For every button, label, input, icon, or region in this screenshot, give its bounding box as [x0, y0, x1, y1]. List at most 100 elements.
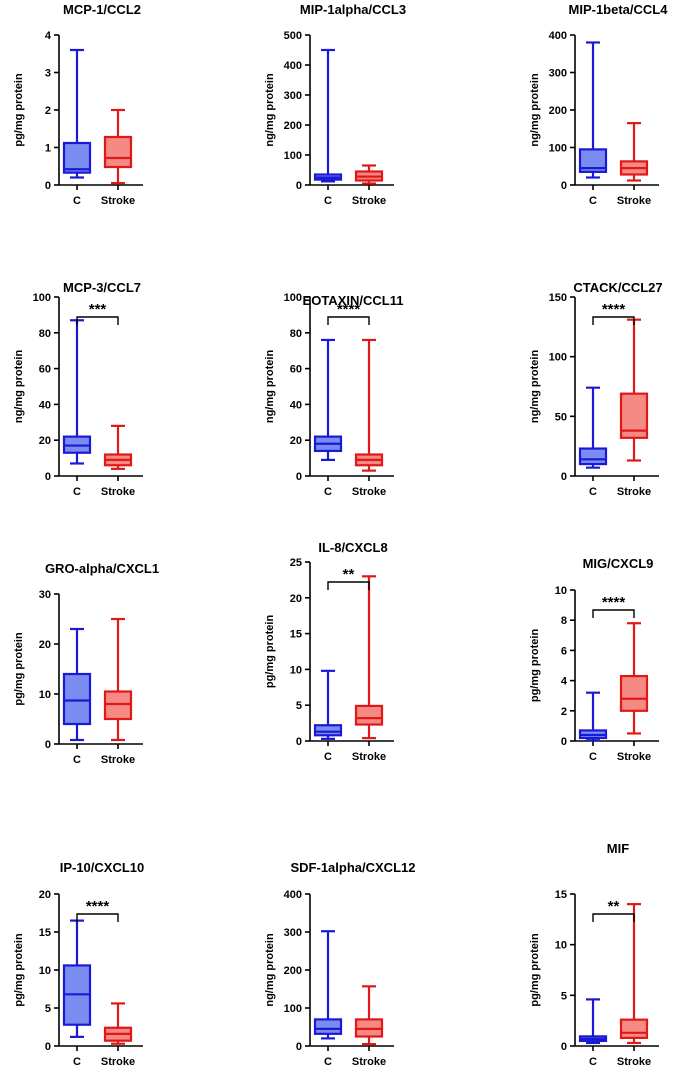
box-stroke	[103, 108, 133, 185]
category-label-c: C	[589, 195, 597, 207]
significance-bracket: ****	[592, 594, 635, 618]
box-c	[313, 669, 343, 740]
y-tick-label: 1	[45, 143, 51, 155]
chart-panel-1: MCP-1/CCL2 pg/mg protein 0 1 2 3 4 C Stroke	[13, 2, 143, 207]
iqr-box	[578, 447, 608, 466]
category-label-stroke: Stroke	[101, 195, 135, 207]
box-c	[313, 338, 343, 461]
significance-label: ****	[86, 898, 110, 915]
y-tick-label: 0	[561, 736, 567, 748]
category-label-stroke: Stroke	[352, 486, 386, 498]
box-c	[313, 48, 343, 183]
y-tick-label: 0	[561, 471, 567, 483]
y-tick-label: 10	[39, 689, 51, 701]
significance-label: ****	[602, 301, 626, 318]
y-tick-label: 150	[549, 292, 567, 304]
y-tick-label: 10	[39, 965, 51, 977]
y-tick-label: 60	[290, 364, 302, 376]
y-tick-label: 400	[284, 60, 302, 72]
y-tick-label: 100	[33, 292, 51, 304]
y-tick-label: 20	[290, 593, 302, 605]
y-tick-label: 15	[39, 927, 51, 939]
y-axis-label: pg/mg protein	[529, 933, 541, 1007]
y-tick-label: 0	[45, 1041, 51, 1053]
y-tick-label: 4	[561, 676, 568, 688]
box-stroke	[619, 122, 649, 182]
category-label-stroke: Stroke	[101, 754, 135, 766]
chart-panel-3: MIP-1beta/CCL4 ng/mg protein 0 100 200 300 400…	[529, 2, 668, 207]
y-axis-label: ng/mg protein	[529, 350, 541, 424]
y-tick-label: 100	[284, 292, 302, 304]
y-tick-label: 100	[549, 143, 567, 155]
box-stroke	[619, 318, 649, 462]
y-axis-label: pg/mg protein	[13, 933, 25, 1007]
y-axis-label: ng/mg protein	[264, 933, 276, 1007]
y-axis-label: pg/mg protein	[264, 615, 276, 689]
chart-panel-4: MCP-3/CCL7 ng/mg protein 0 20 40 60 80 100 C Stro…	[13, 280, 143, 498]
bracket-line	[327, 581, 370, 590]
y-tick-label: 200	[284, 120, 302, 132]
category-label-c: C	[73, 754, 81, 766]
y-tick-label: 20	[290, 435, 302, 447]
chart-panel-2: MIP-1alpha/CCL3 ng/mg protein 0 100 200 300 40…	[264, 2, 406, 207]
chart-title: SDF-1alpha/CXCL12	[291, 860, 416, 875]
category-label-c: C	[589, 1056, 597, 1065]
significance-label: **	[343, 566, 355, 583]
y-tick-label: 0	[45, 180, 51, 192]
chart-title: MCP-3/CCL7	[63, 280, 141, 295]
iqr-box	[578, 148, 608, 173]
category-label-stroke: Stroke	[352, 751, 386, 763]
y-tick-label: 5	[561, 990, 567, 1002]
y-tick-label: 30	[39, 589, 51, 601]
category-label-c: C	[324, 486, 332, 498]
category-label-c: C	[324, 751, 332, 763]
chart-title: GRO-alpha/CXCL1	[45, 561, 159, 576]
box-c	[62, 627, 92, 742]
chart-panel-10: IP-10/CXCL10 pg/mg protein 0 5 10 15 20 C Stroke…	[13, 860, 144, 1065]
chart-title: IL-8/CXCL8	[318, 540, 387, 555]
box-c	[62, 48, 92, 179]
category-label-stroke: Stroke	[617, 751, 651, 763]
significance-bracket: ****	[592, 301, 635, 325]
chart-panel-11: SDF-1alpha/CXCL12 ng/mg protein 0 100 200 300…	[264, 860, 415, 1065]
chart-panel-12: MIF pg/mg protein 0 5 10 15 C Stroke **	[529, 841, 659, 1065]
y-axis-label: pg/mg protein	[13, 73, 25, 147]
significance-bracket: ****	[327, 301, 370, 325]
category-label-stroke: Stroke	[101, 1056, 135, 1065]
significance-label: ****	[602, 594, 626, 611]
box-stroke	[354, 338, 384, 472]
bracket-line	[592, 316, 635, 325]
y-axis-label: pg/mg protein	[529, 629, 541, 703]
y-tick-label: 400	[549, 30, 567, 42]
y-tick-label: 100	[549, 352, 567, 364]
chart-title: MIF	[607, 841, 629, 856]
y-tick-label: 15	[290, 629, 302, 641]
iqr-box	[619, 1018, 649, 1039]
chart-panel-7: GRO-alpha/CXCL1 pg/mg protein 0 10 20 30 C Stro…	[13, 561, 159, 766]
y-axis-label: ng/mg protein	[264, 73, 276, 147]
bracket-line	[76, 913, 119, 922]
y-tick-label: 80	[39, 328, 51, 340]
box-stroke	[103, 617, 133, 742]
category-label-c: C	[73, 486, 81, 498]
y-tick-label: 0	[45, 471, 51, 483]
box-c	[62, 919, 92, 1038]
y-tick-label: 15	[555, 889, 567, 901]
significance-bracket: **	[592, 898, 635, 922]
category-label-c: C	[324, 1056, 332, 1065]
category-label-c: C	[73, 1056, 81, 1065]
significance-label: ***	[89, 301, 107, 318]
y-tick-label: 50	[555, 411, 567, 423]
category-label-stroke: Stroke	[352, 1056, 386, 1065]
iqr-box	[103, 135, 133, 169]
y-tick-label: 0	[561, 180, 567, 192]
y-tick-label: 0	[296, 736, 302, 748]
y-tick-label: 300	[284, 927, 302, 939]
iqr-box	[62, 141, 92, 174]
y-tick-label: 0	[561, 1041, 567, 1053]
y-tick-label: 40	[290, 399, 302, 411]
y-tick-label: 3	[45, 68, 51, 80]
box-stroke	[619, 622, 649, 735]
box-stroke	[354, 575, 384, 740]
